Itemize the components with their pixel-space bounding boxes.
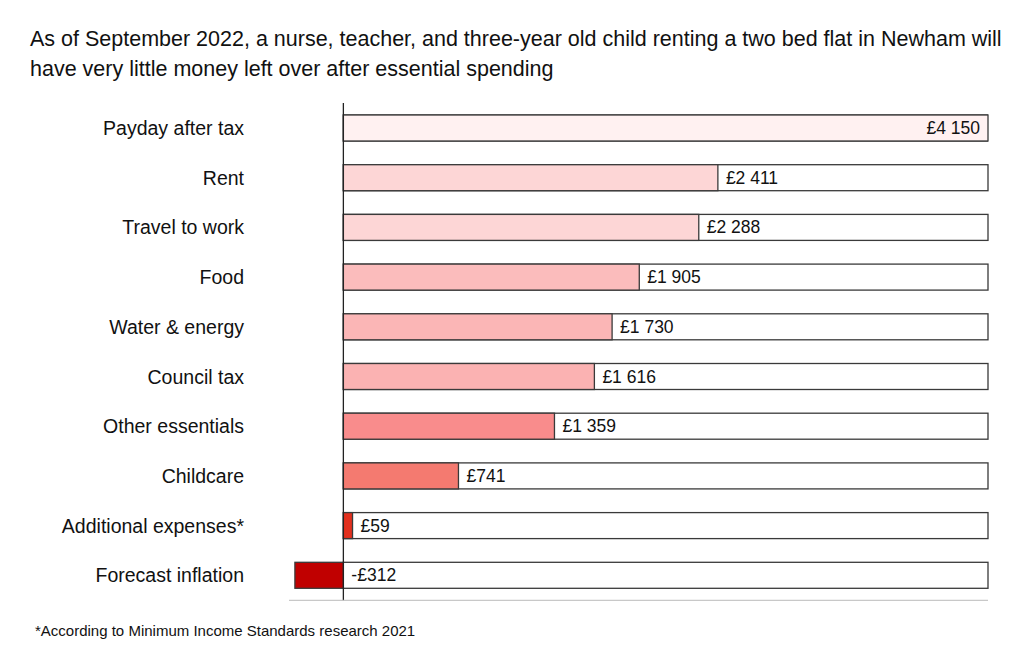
bar-frame: [343, 264, 988, 290]
bar: [343, 463, 458, 489]
bar-frame: [343, 165, 988, 191]
data-label: £59: [361, 516, 390, 536]
category-label: Payday after tax: [103, 117, 244, 139]
bar-frame: [343, 214, 988, 240]
bar: [343, 413, 554, 439]
bar: [343, 364, 594, 390]
labels: Payday after tax £4 150 Rent £2 411 Travel t…: [62, 117, 980, 586]
chart: Payday after tax £4 150 Rent £2 411 Travel t…: [0, 0, 1024, 650]
data-label: £741: [466, 466, 505, 486]
bar: [343, 214, 698, 240]
category-label: Forecast inflation: [96, 564, 245, 586]
bar: [343, 513, 352, 539]
bar: [343, 165, 718, 191]
category-label: Food: [200, 266, 244, 288]
category-label: Childcare: [162, 465, 244, 487]
bar: [343, 264, 639, 290]
zero-axis: [343, 103, 344, 600]
category-label: Other essentials: [103, 415, 244, 437]
category-label: Travel to work: [122, 216, 244, 238]
bar-frame: [343, 364, 988, 390]
category-label: Additional expenses*: [62, 515, 245, 537]
bar: [343, 314, 612, 340]
bar-frame: [343, 513, 988, 539]
category-label: Rent: [203, 167, 245, 189]
bar-frame: [343, 413, 988, 439]
category-label: Council tax: [148, 366, 245, 388]
bars: [295, 115, 988, 588]
data-label: £1 359: [562, 416, 616, 436]
category-label: Water & energy: [109, 316, 244, 338]
bar-frame: [343, 463, 988, 489]
data-label: £1 730: [620, 317, 674, 337]
title: As of September 2022, a nurse, teacher, …: [30, 24, 1005, 84]
data-label: £4 150: [926, 118, 980, 138]
bar: [295, 562, 343, 588]
bar-frame: [343, 115, 988, 141]
data-label: -£312: [351, 565, 396, 585]
data-label: £2 411: [726, 168, 778, 188]
bar-frame: [343, 562, 988, 588]
footnote: *According to Minimum Income Standards r…: [35, 622, 415, 639]
x-axis: [289, 600, 988, 601]
frames: [343, 115, 988, 588]
data-label: £1 616: [602, 367, 656, 387]
data-label: £2 288: [707, 217, 761, 237]
bar-frame: [343, 314, 988, 340]
bar: [343, 115, 988, 141]
data-label: £1 905: [647, 267, 701, 287]
